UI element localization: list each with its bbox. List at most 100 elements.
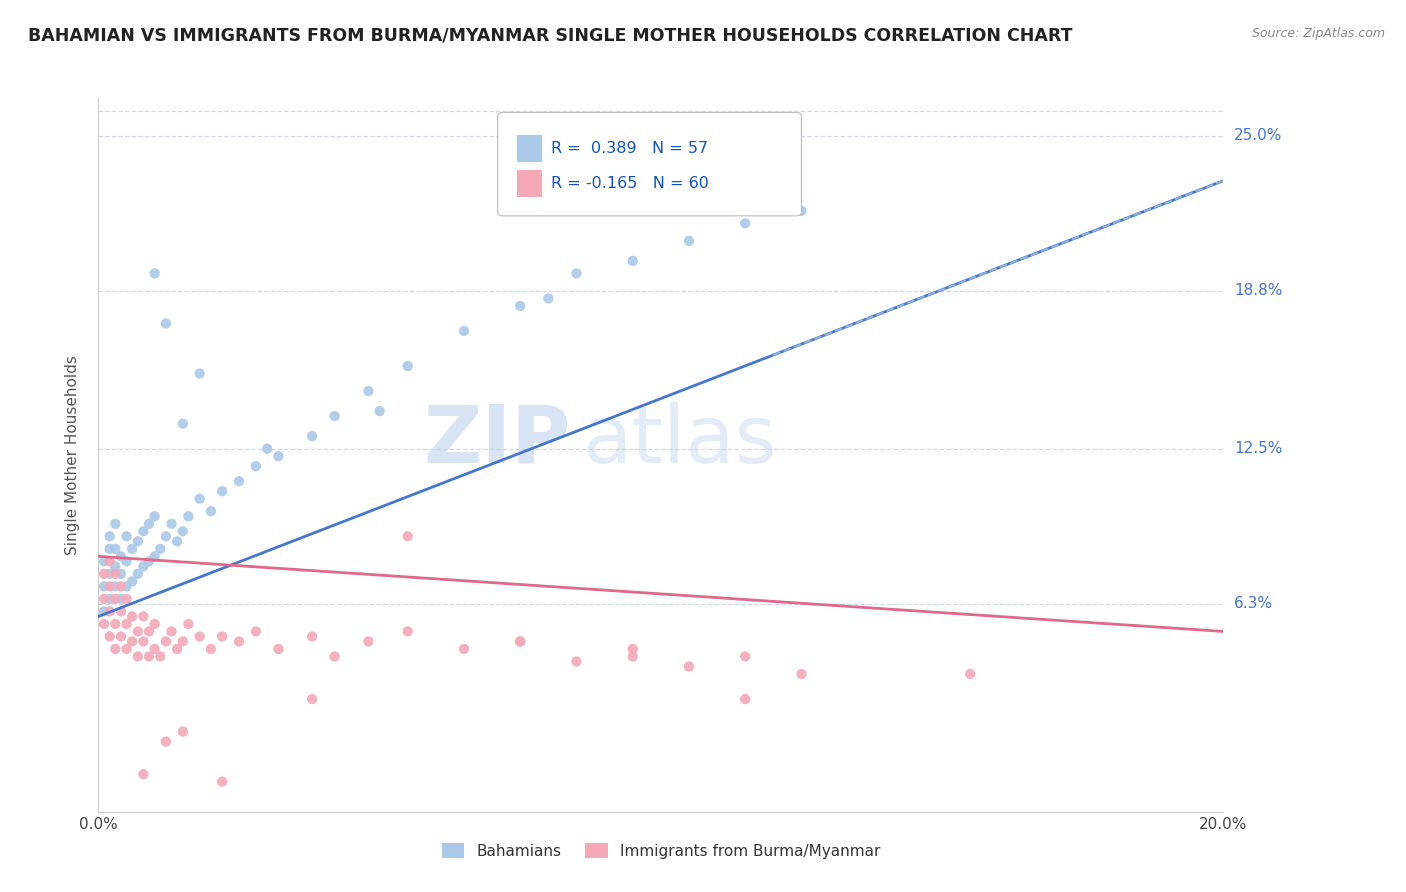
Point	[115, 591, 138, 606]
Point	[453, 642, 475, 657]
Point	[98, 591, 121, 606]
FancyBboxPatch shape	[498, 112, 801, 216]
Point	[149, 649, 172, 664]
Point	[621, 649, 644, 664]
Point	[177, 616, 200, 631]
Point	[132, 524, 155, 539]
Point	[267, 449, 290, 463]
Point	[678, 659, 700, 673]
Point	[115, 642, 138, 657]
Point	[734, 692, 756, 706]
Point	[149, 541, 172, 556]
Point	[143, 616, 166, 631]
Point	[188, 491, 211, 506]
Text: R =  0.389   N = 57: R = 0.389 N = 57	[551, 141, 707, 155]
FancyBboxPatch shape	[517, 135, 541, 161]
Point	[734, 216, 756, 230]
Point	[734, 649, 756, 664]
Point	[110, 549, 132, 564]
Point	[509, 634, 531, 648]
Point	[453, 324, 475, 338]
FancyBboxPatch shape	[517, 170, 541, 197]
Point	[143, 642, 166, 657]
Text: 12.5%: 12.5%	[1234, 442, 1282, 456]
Point	[537, 292, 560, 306]
Point	[621, 253, 644, 268]
Point	[115, 554, 138, 568]
Point	[301, 429, 323, 443]
Point	[132, 634, 155, 648]
Point	[104, 559, 127, 574]
Y-axis label: Single Mother Households: Single Mother Households	[65, 355, 80, 555]
Point	[509, 299, 531, 313]
Point	[110, 566, 132, 581]
Point	[121, 609, 143, 624]
Legend: Bahamians, Immigrants from Burma/Myanmar: Bahamians, Immigrants from Burma/Myanmar	[436, 837, 886, 864]
Point	[160, 516, 183, 531]
Point	[98, 554, 121, 568]
Point	[160, 624, 183, 639]
Point	[211, 484, 233, 499]
Point	[104, 642, 127, 657]
Point	[368, 404, 391, 418]
Point	[121, 574, 143, 589]
Point	[228, 634, 250, 648]
Point	[104, 579, 127, 593]
Point	[104, 591, 127, 606]
Point	[172, 417, 194, 431]
Point	[121, 541, 143, 556]
Point	[200, 504, 222, 518]
Point	[132, 559, 155, 574]
Point	[93, 579, 115, 593]
Point	[127, 649, 149, 664]
Point	[301, 692, 323, 706]
Point	[115, 529, 138, 543]
Point	[188, 367, 211, 381]
Point	[98, 579, 121, 593]
Point	[93, 616, 115, 631]
Text: ZIP: ZIP	[423, 401, 571, 480]
Point	[98, 529, 121, 543]
Point	[790, 667, 813, 681]
Point	[98, 630, 121, 644]
Point	[143, 266, 166, 280]
Point	[323, 649, 346, 664]
Point	[565, 266, 588, 280]
Point	[93, 554, 115, 568]
Point	[166, 534, 188, 549]
Point	[138, 516, 160, 531]
Point	[211, 774, 233, 789]
Point	[127, 566, 149, 581]
Point	[138, 649, 160, 664]
Point	[267, 642, 290, 657]
Point	[115, 616, 138, 631]
Point	[127, 624, 149, 639]
Point	[228, 474, 250, 488]
Text: 25.0%: 25.0%	[1234, 128, 1282, 144]
Point	[121, 634, 143, 648]
Point	[177, 509, 200, 524]
Text: R = -0.165   N = 60: R = -0.165 N = 60	[551, 177, 709, 191]
Point	[200, 642, 222, 657]
Point	[98, 541, 121, 556]
Point	[172, 524, 194, 539]
Point	[155, 529, 177, 543]
Text: atlas: atlas	[582, 401, 776, 480]
Point	[110, 579, 132, 593]
Point	[115, 579, 138, 593]
Point	[143, 549, 166, 564]
Point	[621, 642, 644, 657]
Point	[155, 317, 177, 331]
Point	[357, 634, 380, 648]
Point	[93, 604, 115, 618]
Point	[132, 767, 155, 781]
Point	[245, 624, 267, 639]
Text: BAHAMIAN VS IMMIGRANTS FROM BURMA/MYANMAR SINGLE MOTHER HOUSEHOLDS CORRELATION C: BAHAMIAN VS IMMIGRANTS FROM BURMA/MYANMA…	[28, 27, 1073, 45]
Point	[104, 516, 127, 531]
Point	[132, 609, 155, 624]
Point	[110, 604, 132, 618]
Point	[98, 566, 121, 581]
Text: 6.3%: 6.3%	[1234, 597, 1274, 611]
Point	[301, 630, 323, 644]
Point	[323, 409, 346, 423]
